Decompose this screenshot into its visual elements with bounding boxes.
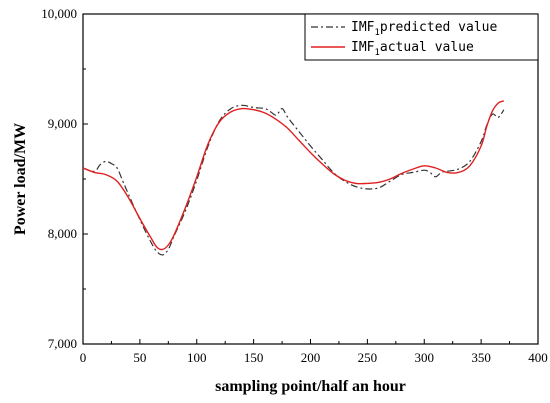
legend-entry-actual-main: IMF xyxy=(351,40,375,55)
y-tick-label: 10,000 xyxy=(41,6,77,21)
x-tick-label: 400 xyxy=(528,350,548,365)
y-axis-label: Power load/MW xyxy=(12,123,29,235)
plot-border xyxy=(82,13,539,345)
y-axis-ticks: 7,000 8,000 9,000 10,000 xyxy=(41,6,88,351)
legend-entry-predicted-sub: 1 xyxy=(374,28,379,38)
legend: IMF1predicted value IMF1actual value xyxy=(304,13,539,61)
x-tick-label: 350 xyxy=(471,350,491,365)
series-line-actual xyxy=(82,100,505,251)
series-layer xyxy=(82,100,505,256)
legend-entry-actual-sub: 1 xyxy=(374,48,379,58)
x-tick-label: 250 xyxy=(358,350,378,365)
y-tick-label: 8,000 xyxy=(48,226,77,241)
x-tick-label: 150 xyxy=(244,350,264,365)
legend-entry-actual: IMF1actual value xyxy=(351,40,474,58)
x-axis-label: sampling point/half an hour xyxy=(215,378,406,395)
legend-box xyxy=(304,13,539,61)
y-tick-label: 9,000 xyxy=(48,116,77,131)
x-tick-label: 100 xyxy=(187,350,207,365)
x-tick-label: 50 xyxy=(133,350,146,365)
x-axis-ticks: 0 50 100 150 200 250 300 350 400 xyxy=(80,339,548,365)
y-tick-label: 7,000 xyxy=(48,336,77,351)
x-tick-label: 200 xyxy=(301,350,321,365)
legend-entry-predicted: IMF1predicted value xyxy=(351,20,497,38)
x-tick-label: 300 xyxy=(415,350,435,365)
legend-entry-predicted-rest: predicted value xyxy=(380,20,498,35)
legend-entry-actual-rest: actual value xyxy=(380,40,474,55)
plot-frame xyxy=(82,13,539,345)
series-line-predicted xyxy=(82,104,505,256)
legend-entry-predicted-main: IMF xyxy=(351,20,375,35)
x-tick-label: 0 xyxy=(80,350,87,365)
